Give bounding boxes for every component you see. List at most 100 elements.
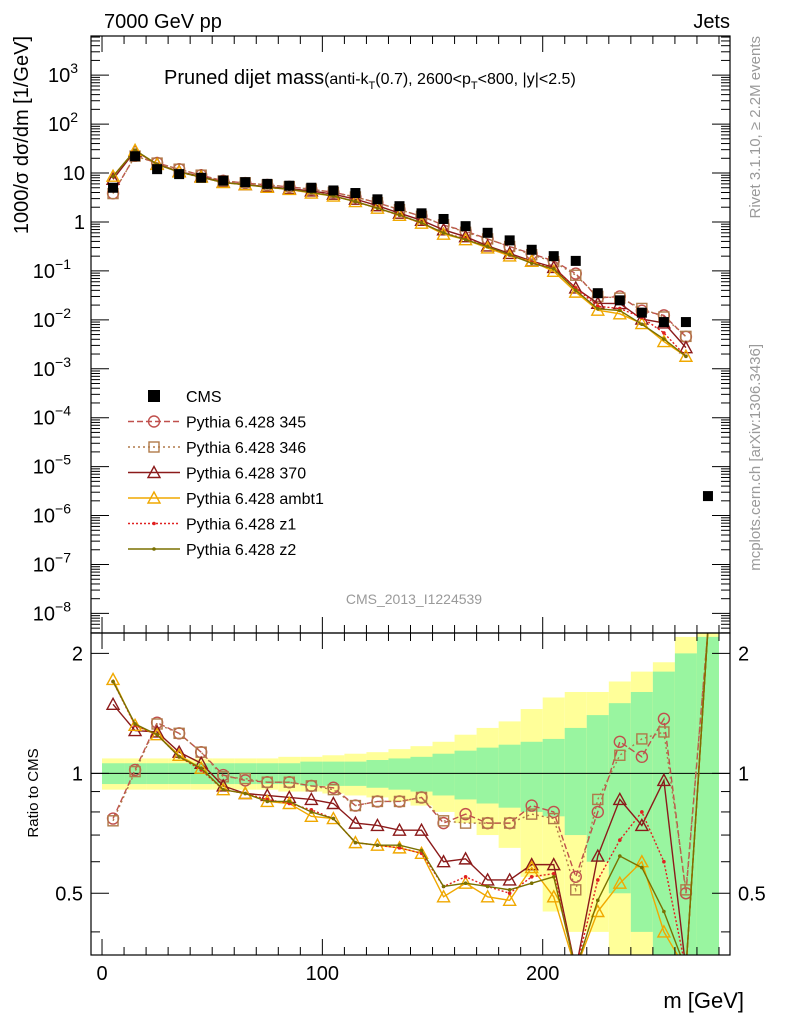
ratio-tick-label-left: 0.5 bbox=[55, 883, 83, 905]
data-point bbox=[394, 201, 405, 212]
y-tick-label: 10−8 bbox=[33, 598, 71, 625]
model-point bbox=[618, 308, 622, 313]
legend-label: Pythia 6.428 370 bbox=[186, 466, 306, 483]
ratio-line bbox=[112, 633, 709, 893]
y-tick-label: 10−6 bbox=[33, 501, 71, 528]
model-point bbox=[370, 198, 385, 212]
ratio-point bbox=[105, 696, 121, 711]
data-point bbox=[240, 177, 251, 188]
ratio-point bbox=[392, 840, 407, 854]
ratio-point bbox=[221, 787, 226, 792]
legend: CMS Pythia 6.428 345 Pythia 6.428 346 Pythi… bbox=[128, 389, 324, 559]
ratio-point bbox=[551, 874, 556, 879]
model-point bbox=[133, 148, 137, 152]
model-point bbox=[353, 199, 358, 204]
ratio-point bbox=[375, 843, 380, 848]
data-point bbox=[592, 288, 603, 299]
ratio-point bbox=[243, 791, 248, 796]
band-inner bbox=[388, 758, 411, 790]
y-tick-label: 10−3 bbox=[33, 354, 71, 381]
ratio-point bbox=[177, 755, 181, 759]
ratio-point bbox=[459, 807, 472, 821]
model-point bbox=[419, 221, 424, 225]
ratio-point bbox=[392, 822, 407, 836]
ratio-tick-label-left: 2 bbox=[72, 643, 83, 665]
ratio-point bbox=[657, 712, 671, 726]
ratio-point bbox=[133, 722, 137, 726]
title-sub-2: T bbox=[471, 80, 478, 92]
ratio-point bbox=[261, 776, 273, 788]
model-point bbox=[662, 331, 666, 335]
model-point bbox=[529, 261, 534, 266]
y-tick-label: 10−2 bbox=[33, 305, 71, 332]
side-text-mcplots: mcplots.cern.ch [arXiv:1306.3436] bbox=[747, 344, 764, 571]
ratio-point bbox=[105, 672, 121, 686]
ratio-point bbox=[636, 733, 648, 745]
ratio-point bbox=[265, 799, 270, 804]
data-point bbox=[130, 151, 141, 162]
data-point bbox=[416, 208, 427, 219]
ratio-point bbox=[634, 817, 650, 832]
legend-marker bbox=[152, 521, 156, 526]
ratio-point bbox=[436, 889, 451, 903]
band-inner bbox=[564, 727, 587, 836]
model-point bbox=[546, 259, 561, 274]
x-axis-label: m [GeV] bbox=[663, 988, 744, 1013]
data-point bbox=[372, 194, 383, 205]
ratio-point bbox=[570, 884, 582, 896]
ratio-point bbox=[107, 815, 119, 827]
model-point bbox=[463, 237, 468, 242]
y-tick-label: 10 bbox=[63, 163, 85, 185]
ratio-point bbox=[193, 760, 209, 774]
data-point bbox=[350, 188, 361, 199]
model-point bbox=[662, 337, 666, 341]
ratio-point bbox=[656, 924, 672, 938]
ratio-point bbox=[656, 772, 672, 787]
data-point bbox=[284, 180, 295, 191]
legend-marker bbox=[148, 441, 160, 453]
ratio-point bbox=[612, 791, 628, 806]
data-point bbox=[504, 235, 515, 246]
x-tick-label: 200 bbox=[526, 963, 559, 985]
y-tick-label: 10−5 bbox=[33, 452, 71, 479]
ratio-point bbox=[507, 891, 512, 896]
ratio-line bbox=[112, 633, 709, 955]
band-inner bbox=[608, 703, 631, 894]
legend-marker-cms bbox=[148, 390, 160, 402]
ratio-point bbox=[437, 816, 450, 830]
legend-marker bbox=[146, 490, 162, 504]
ratio-point bbox=[326, 796, 341, 810]
ratio-point bbox=[569, 870, 582, 883]
ratio-point bbox=[304, 808, 319, 823]
ratio-point bbox=[529, 874, 534, 879]
band-inner bbox=[652, 671, 675, 955]
legend-label-cms: CMS bbox=[186, 389, 222, 406]
ratio-point bbox=[524, 860, 539, 874]
ratio-point bbox=[595, 898, 600, 903]
ratio-point bbox=[595, 878, 600, 882]
ratio-point bbox=[239, 772, 251, 785]
ratio-point bbox=[640, 810, 644, 814]
model-point bbox=[414, 212, 429, 227]
watermark: CMS_2013_I1224539 bbox=[346, 591, 482, 607]
title-sub-1: T bbox=[369, 80, 376, 92]
ratio-point bbox=[304, 791, 319, 806]
ratio-point bbox=[397, 846, 402, 850]
data-point bbox=[328, 185, 339, 196]
ratio-point bbox=[371, 795, 384, 808]
ratio-point bbox=[414, 822, 429, 836]
ratio-point bbox=[463, 881, 468, 885]
ratio-point bbox=[635, 750, 649, 764]
ratio-point bbox=[458, 851, 473, 865]
ratio-line bbox=[112, 633, 709, 955]
y-tick-label: 102 bbox=[48, 109, 78, 136]
ratio-point bbox=[217, 771, 229, 783]
data-point bbox=[218, 175, 229, 186]
ratio-point bbox=[507, 888, 512, 892]
model-point bbox=[105, 168, 121, 182]
data-point bbox=[636, 307, 647, 318]
ratio-point bbox=[111, 679, 115, 684]
data-point bbox=[438, 213, 449, 224]
band-inner bbox=[454, 750, 477, 800]
ratio-point bbox=[502, 872, 517, 886]
